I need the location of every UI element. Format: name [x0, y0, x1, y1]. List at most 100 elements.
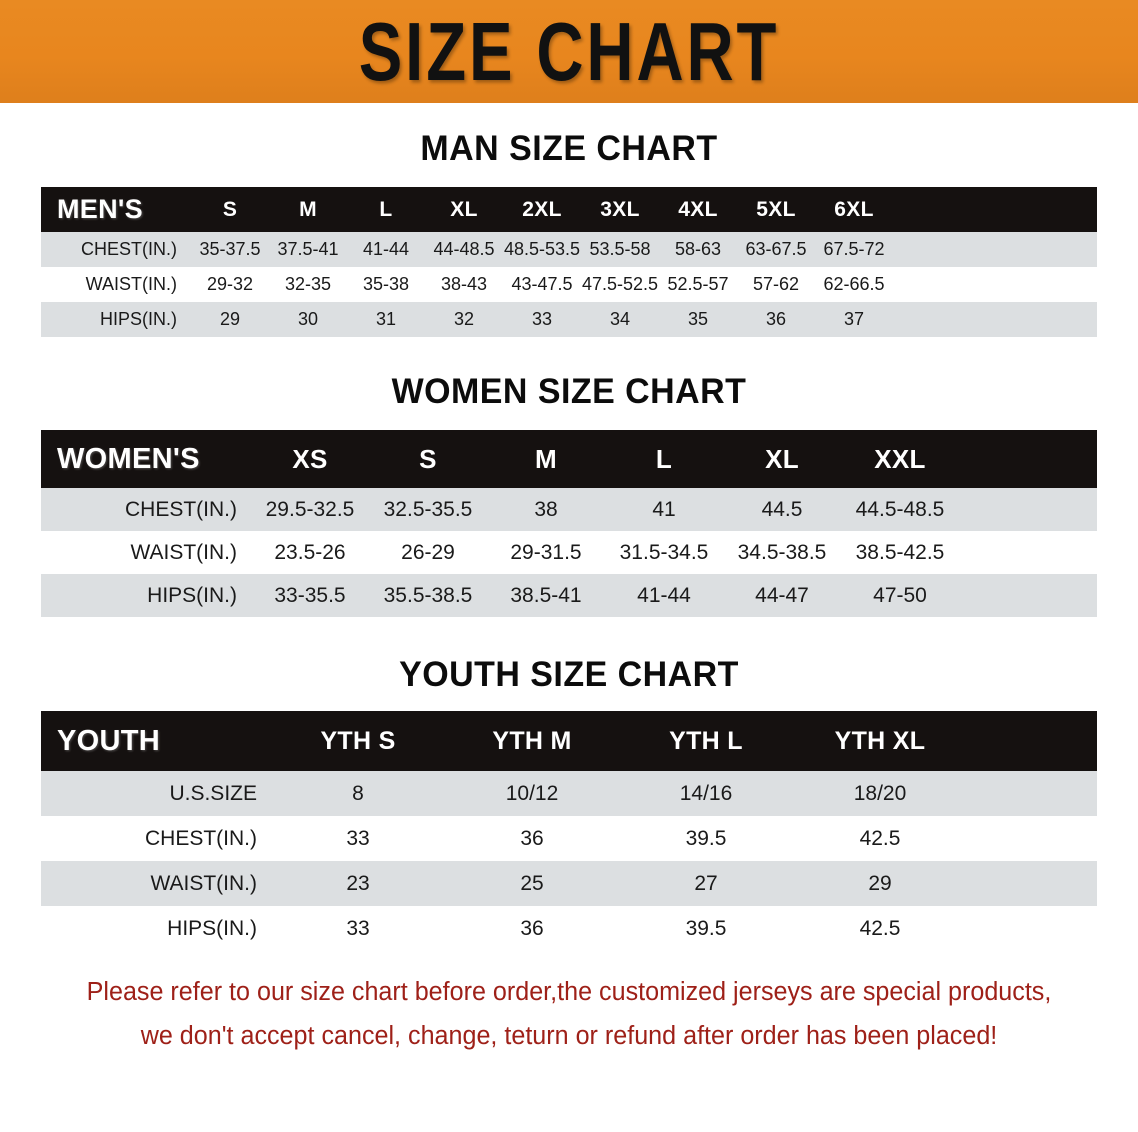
women-size-column-header: XXL: [874, 443, 926, 474]
measurement-cell: 63-67.5: [745, 239, 807, 259]
youth-size-column-header: YTH L: [669, 726, 743, 755]
row-spacer: [959, 574, 1097, 617]
measurement-cell: 62-66.5: [823, 274, 885, 294]
women-size-column-header: L: [655, 443, 673, 474]
measurement-cell: 41: [652, 497, 676, 521]
youth-table-head: YOUTH YTH S YTH M YTH L YTH XL: [41, 711, 1097, 771]
measurement-cell: 18/20: [853, 781, 907, 805]
measurement-cell: 30: [297, 309, 319, 329]
men-header-label: MEN'S: [57, 194, 143, 224]
measurement-cell: 58-63: [674, 239, 722, 259]
youth-size-column-header: YTH S: [320, 726, 396, 755]
measurement-cell: 39.5: [685, 916, 727, 940]
measurement-cell: 29-32: [206, 274, 254, 294]
youth-header-label: YOUTH: [57, 724, 160, 757]
row-spacer: [967, 861, 1097, 906]
measurement-cell: 48.5-53.5: [503, 239, 581, 259]
measurement-cell: 43-47.5: [511, 274, 573, 294]
youth-header-row: YOUTH YTH S YTH M YTH L YTH XL: [41, 711, 1097, 771]
measurement-cell: 42.5: [859, 916, 901, 940]
man-section-title: MAN SIZE CHART: [420, 129, 718, 168]
measurement-cell: 26-29: [401, 540, 455, 564]
row-spacer: [967, 906, 1097, 951]
women-size-table-wrapper: WOMEN'S XS S M L XL XXL CHEST(IN.) 29.5-32.5 32.…: [41, 430, 1097, 617]
youth-size-table-wrapper: YOUTH YTH S YTH M YTH L YTH XL U.S.SIZE 8 10/1…: [41, 711, 1097, 951]
men-size-column-header: 2XL: [522, 197, 562, 221]
table-row: WAIST(IN.) 23 25 27 29: [41, 861, 1097, 906]
man-size-table: MEN'S S M L XL 2XL 3XL 4XL 5XL 6XL CHEST(IN.) 35-3…: [41, 187, 1097, 337]
measurement-cell: 44-48.5: [433, 239, 495, 259]
measurement-cell: 37: [843, 309, 865, 329]
measurement-cell: 44-47: [755, 583, 809, 607]
measurement-cell: 32: [453, 309, 475, 329]
row-label: HIPS(IN.): [147, 583, 237, 607]
measurement-cell: 67.5-72: [823, 239, 885, 259]
table-row: U.S.SIZE 8 10/12 14/16 18/20: [41, 771, 1097, 816]
row-spacer: [959, 531, 1097, 574]
row-spacer: [967, 771, 1097, 816]
women-size-column-header: M: [535, 443, 557, 474]
measurement-cell: 41-44: [362, 239, 410, 259]
measurement-cell: 38.5-41: [510, 583, 582, 607]
measurement-cell: 44.5: [761, 497, 803, 521]
measurement-cell: 31: [375, 309, 397, 329]
row-label: WAIST(IN.): [130, 540, 237, 564]
row-spacer: [893, 267, 1097, 302]
measurement-cell: 25: [520, 871, 544, 895]
women-size-column-header: XL: [765, 443, 799, 474]
table-row: WAIST(IN.) 29-32 32-35 35-38 38-43 43-47.5 47.…: [41, 267, 1097, 302]
page-title: SIZE CHART: [358, 5, 780, 98]
measurement-cell: 32-35: [284, 274, 332, 294]
measurement-cell: 33: [531, 309, 553, 329]
notice-line-1: Please refer to our size chart before or…: [86, 978, 1052, 1006]
table-row: HIPS(IN.) 33-35.5 35.5-38.5 38.5-41 41-44 44-…: [41, 574, 1097, 617]
measurement-cell: 35.5-38.5: [383, 583, 473, 607]
men-size-column-header: 4XL: [678, 197, 718, 221]
youth-size-column-header: YTH M: [492, 726, 572, 755]
measurement-cell: 36: [520, 916, 544, 940]
measurement-cell: 29.5-32.5: [265, 497, 355, 521]
measurement-cell: 47.5-52.5: [581, 274, 659, 294]
measurement-cell: 29: [868, 871, 892, 895]
men-size-column-header: 5XL: [756, 197, 796, 221]
women-size-column-header: XS: [292, 443, 328, 474]
man-header-row: MEN'S S M L XL 2XL 3XL 4XL 5XL 6XL: [41, 187, 1097, 232]
table-row: CHEST(IN.) 33 36 39.5 42.5: [41, 816, 1097, 861]
women-section-title: WOMEN SIZE CHART: [391, 372, 747, 411]
measurement-cell: 33: [346, 916, 370, 940]
table-row: WAIST(IN.) 23.5-26 26-29 29-31.5 31.5-34.5 34…: [41, 531, 1097, 574]
measurement-cell: 34.5-38.5: [737, 540, 827, 564]
table-row: HIPS(IN.) 33 36 39.5 42.5: [41, 906, 1097, 951]
measurement-cell: 35: [687, 309, 709, 329]
measurement-cell: 23: [346, 871, 370, 895]
men-size-column-header: 6XL: [834, 197, 874, 221]
page-banner: SIZE CHART: [0, 0, 1138, 103]
women-size-column-header: S: [419, 443, 437, 474]
order-policy-notice: Please refer to our size chart before or…: [29, 971, 1109, 1059]
youth-size-column-header: YTH XL: [834, 726, 926, 755]
men-header-spacer: [893, 187, 1097, 232]
row-label: U.S.SIZE: [169, 781, 257, 805]
men-size-column-header: XL: [450, 197, 478, 221]
youth-header-spacer: [967, 711, 1097, 771]
table-row: CHEST(IN.) 29.5-32.5 32.5-35.5 38 41 44.5 44.5…: [41, 488, 1097, 531]
row-spacer: [959, 488, 1097, 531]
measurement-cell: 44.5-48.5: [855, 497, 945, 521]
man-size-table-wrapper: MEN'S S M L XL 2XL 3XL 4XL 5XL 6XL CHEST(IN.) 35-3…: [41, 187, 1097, 337]
measurement-cell: 52.5-57: [667, 274, 729, 294]
row-label: WAIST(IN.): [150, 871, 257, 895]
measurement-cell: 14/16: [679, 781, 733, 805]
man-table-head: MEN'S S M L XL 2XL 3XL 4XL 5XL 6XL: [41, 187, 1097, 232]
row-spacer: [967, 816, 1097, 861]
measurement-cell: 33-35.5: [274, 583, 346, 607]
measurement-cell: 8: [352, 781, 364, 805]
measurement-cell: 23.5-26: [274, 540, 346, 564]
men-size-column-header: M: [299, 197, 317, 221]
measurement-cell: 35-37.5: [199, 239, 261, 259]
youth-size-table: YOUTH YTH S YTH M YTH L YTH XL U.S.SIZE 8 10/1…: [41, 711, 1097, 951]
measurement-cell: 41-44: [637, 583, 691, 607]
man-table-body: CHEST(IN.) 35-37.5 37.5-41 41-44 44-48.5 48.5…: [41, 232, 1097, 337]
measurement-cell: 37.5-41: [277, 239, 339, 259]
row-label: WAIST(IN.): [85, 274, 177, 294]
measurement-cell: 33: [346, 826, 370, 850]
